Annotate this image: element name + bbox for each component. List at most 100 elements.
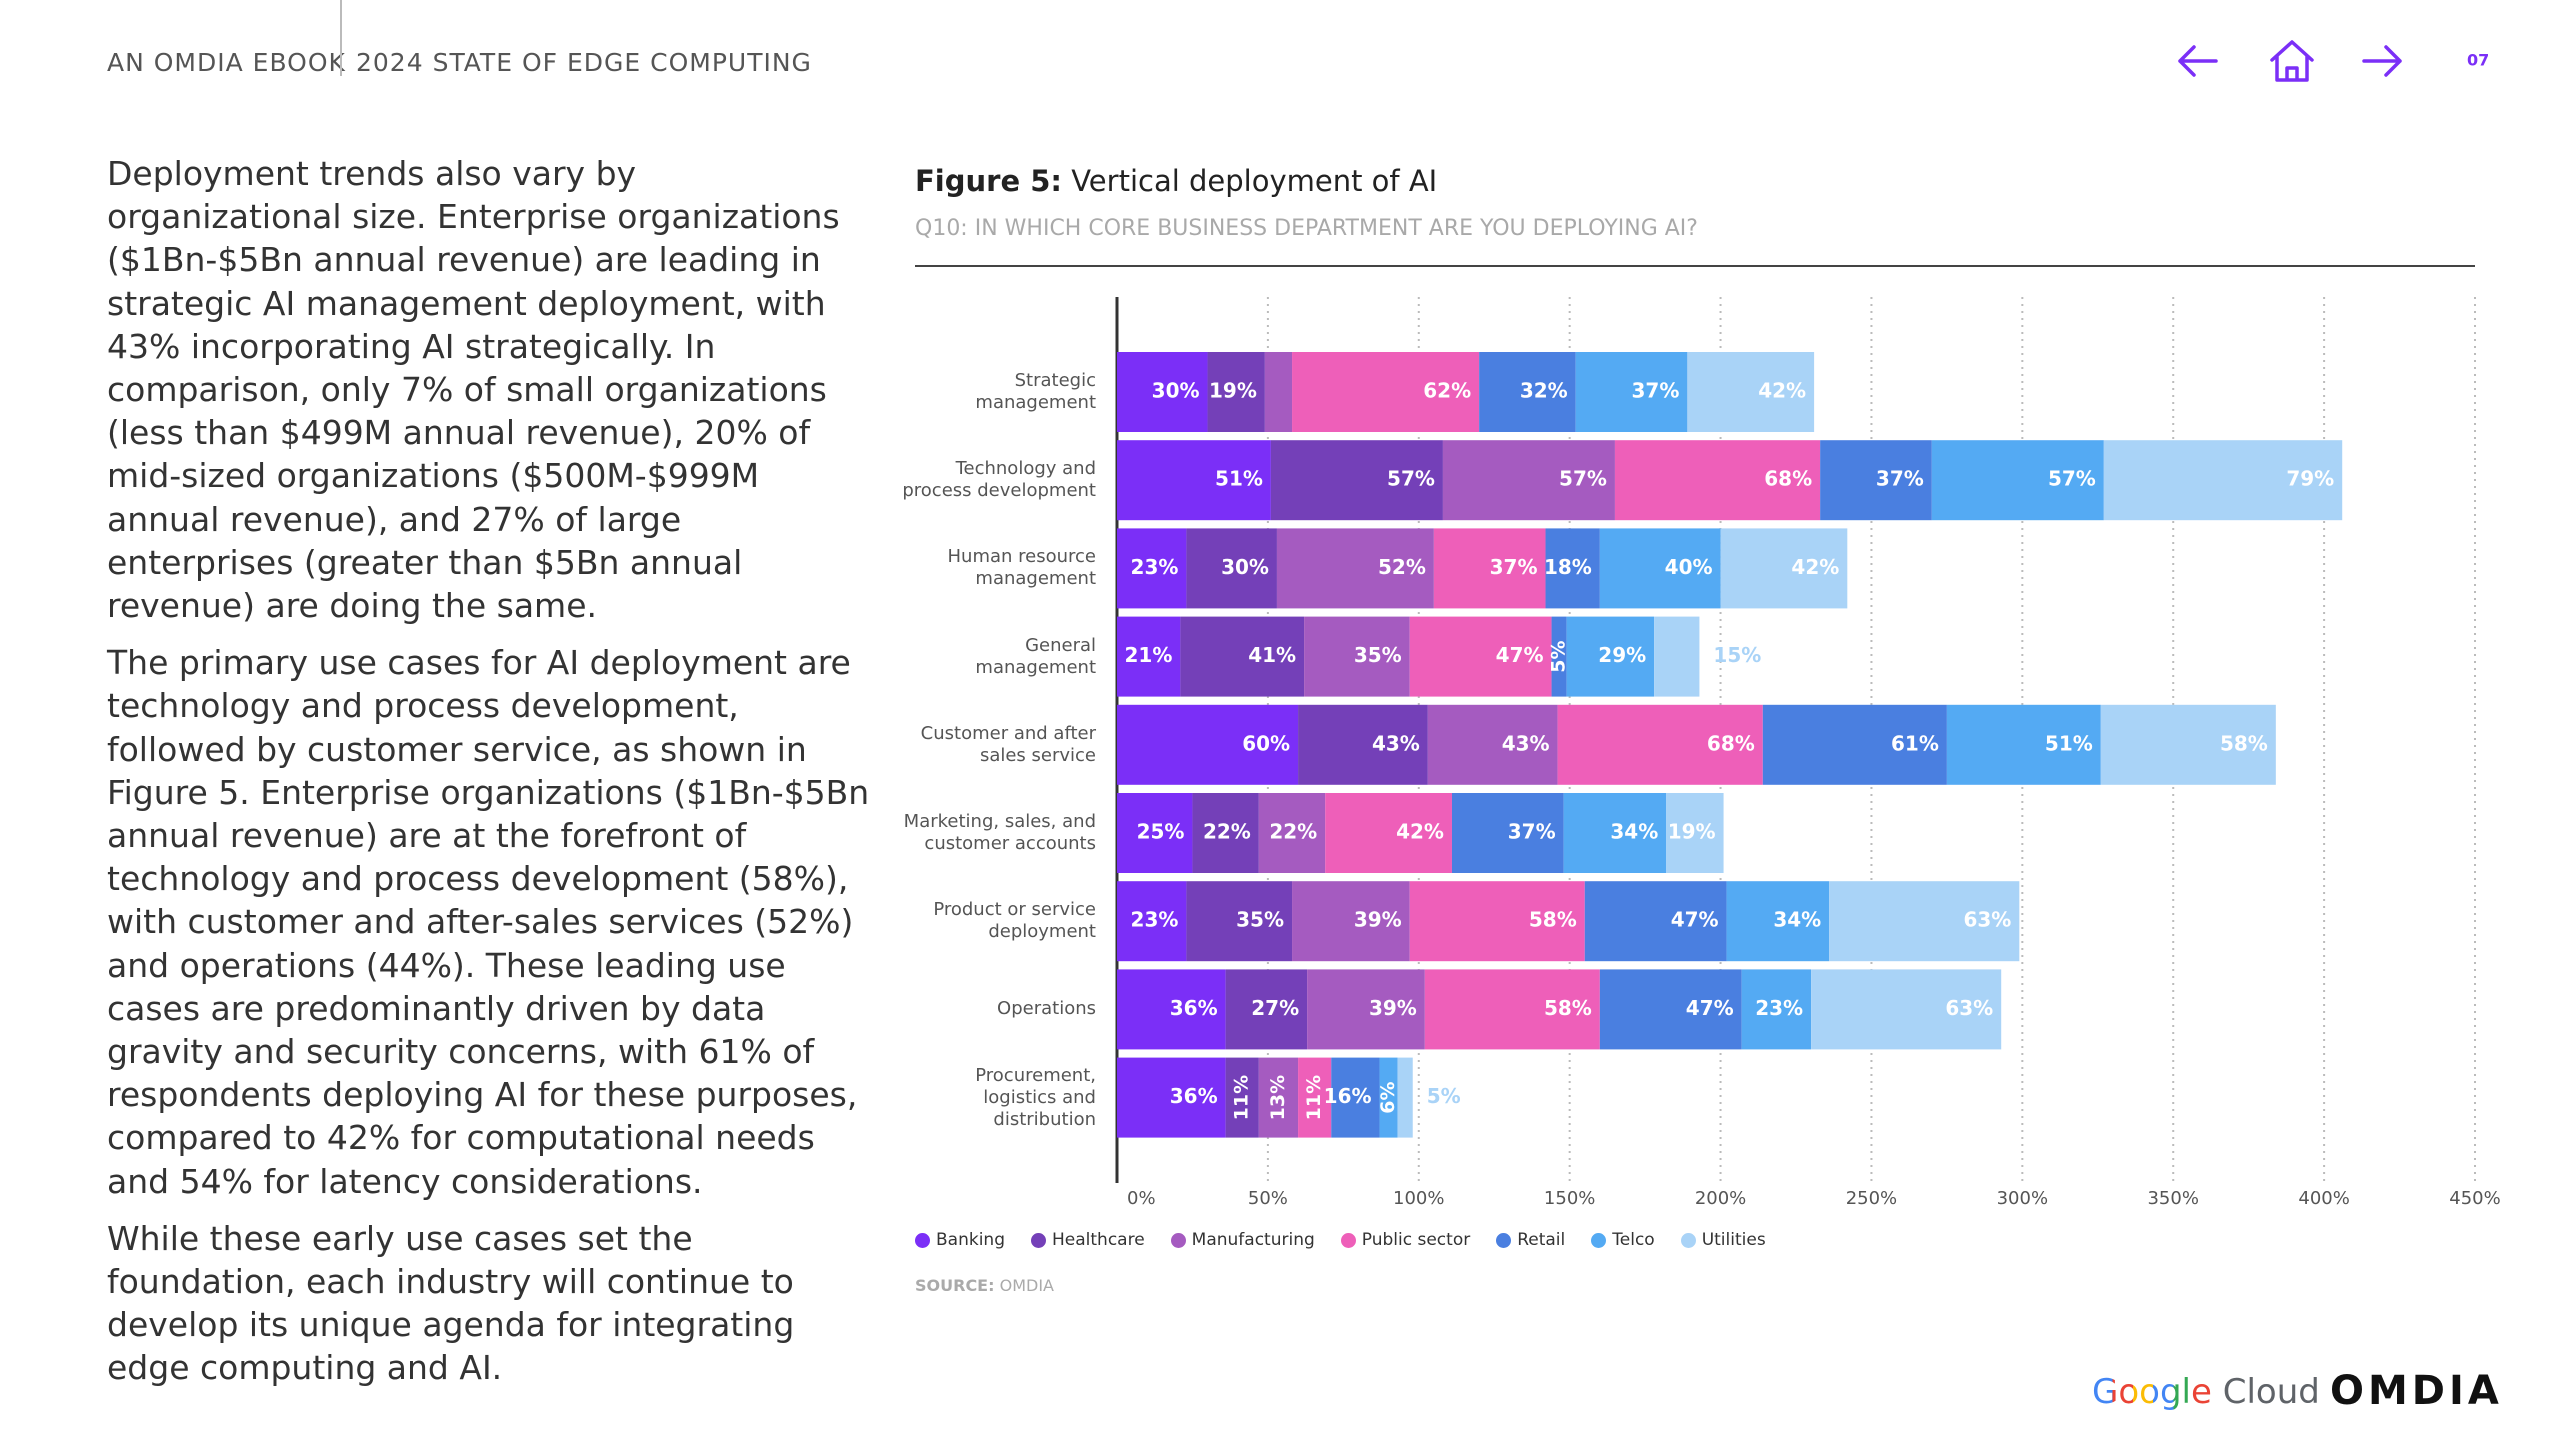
value-label: 42% bbox=[1396, 820, 1444, 844]
bar-segment bbox=[1442, 440, 1615, 521]
back-arrow[interactable] bbox=[2178, 45, 2218, 77]
bar-segment bbox=[1599, 969, 1742, 1050]
value-label: 51% bbox=[2045, 731, 2093, 755]
value-label: 37% bbox=[1508, 820, 1556, 844]
bar-segment bbox=[1298, 1057, 1332, 1138]
bar-segment bbox=[1829, 881, 2020, 962]
bar-segment bbox=[1666, 793, 1724, 873]
legend-item: Utilities bbox=[1680, 1230, 1766, 1250]
value-label: 42% bbox=[1758, 379, 1806, 403]
value-label: 11% bbox=[1303, 1075, 1325, 1120]
value-label: 63% bbox=[1963, 908, 2011, 932]
x-tick-label: 150% bbox=[1544, 1188, 1595, 1209]
bar-segment bbox=[1207, 352, 1265, 432]
separator bbox=[340, 0, 342, 76]
x-tick-label: 200% bbox=[1695, 1188, 1746, 1209]
bar-segment bbox=[1741, 969, 1812, 1050]
legend-label: Telco bbox=[1612, 1230, 1655, 1250]
bar-segment bbox=[1409, 881, 1585, 962]
paragraph: The primary use cases for AI deployment … bbox=[107, 643, 870, 1201]
bar-segment bbox=[1186, 528, 1277, 609]
bar-segment bbox=[1258, 793, 1326, 873]
category-label: General management bbox=[975, 634, 1096, 678]
bar-segment bbox=[1117, 440, 1271, 521]
value-label: 11% bbox=[1231, 1075, 1253, 1120]
bar-segment bbox=[1276, 528, 1434, 609]
value-label: 57% bbox=[1387, 467, 1435, 491]
bar-segment bbox=[1117, 881, 1187, 962]
bar-segment bbox=[1270, 440, 1443, 521]
value-label: 58% bbox=[1544, 996, 1592, 1020]
value-label: 15% bbox=[1713, 643, 1761, 667]
value-label: 23% bbox=[1755, 996, 1803, 1020]
legend-item: Manufacturing bbox=[1170, 1230, 1315, 1250]
value-label: 52% bbox=[1378, 555, 1426, 579]
value-label: 27% bbox=[1251, 996, 1299, 1020]
value-label: 23% bbox=[1131, 555, 1179, 579]
value-label: 16% bbox=[1324, 1084, 1372, 1108]
google-cloud-logo: Google Cloud bbox=[2092, 1372, 2320, 1412]
value-label: 21% bbox=[1124, 643, 1172, 667]
page-number: 07 bbox=[2467, 51, 2489, 70]
value-label: 37% bbox=[1490, 555, 1538, 579]
bar-segment bbox=[1451, 793, 1564, 873]
value-label: 34% bbox=[1610, 820, 1658, 844]
legend-label: Manufacturing bbox=[1191, 1230, 1315, 1250]
legend-swatch bbox=[1591, 1232, 1607, 1248]
bar-segment bbox=[1225, 969, 1308, 1050]
bar-segment bbox=[1331, 1057, 1380, 1138]
value-label: 79% bbox=[2286, 467, 2334, 491]
bar-segment bbox=[2103, 440, 2343, 521]
bar-segment bbox=[1117, 528, 1187, 609]
bar-segment bbox=[1117, 352, 1208, 432]
value-label: 41% bbox=[1248, 643, 1296, 667]
value-label: 57% bbox=[2048, 467, 2096, 491]
source-label: SOURCE: bbox=[915, 1276, 995, 1295]
bar-segment bbox=[1427, 704, 1558, 785]
legend-label: Public sector bbox=[1361, 1230, 1471, 1250]
value-label: 47% bbox=[1686, 996, 1734, 1020]
value-label: 30% bbox=[1152, 379, 1200, 403]
figure-label: Figure 5: bbox=[915, 164, 1062, 198]
bar-segment bbox=[1654, 616, 1700, 697]
value-label: 47% bbox=[1496, 643, 1544, 667]
bar-segment bbox=[1433, 528, 1546, 609]
bar-segment bbox=[1304, 616, 1410, 697]
forward-arrow[interactable] bbox=[2362, 45, 2402, 77]
legend-swatch bbox=[1340, 1232, 1356, 1248]
value-label: 47% bbox=[1671, 908, 1719, 932]
bar-segment bbox=[1946, 704, 2101, 785]
value-label: 35% bbox=[1354, 643, 1402, 667]
bar-segment bbox=[1599, 528, 1721, 609]
value-label: 63% bbox=[1945, 996, 1993, 1020]
legend: Banking Healthcare Manufacturing Public sec… bbox=[915, 1230, 1766, 1250]
bar-segment bbox=[1117, 704, 1299, 785]
bar-segment bbox=[1479, 352, 1576, 432]
legend-label: Retail bbox=[1517, 1230, 1566, 1250]
body-text: Deployment trends also vary by organizat… bbox=[107, 152, 877, 1404]
bar-segment bbox=[1545, 528, 1600, 609]
value-label: 19% bbox=[1209, 379, 1257, 403]
value-label: 42% bbox=[1791, 555, 1839, 579]
omdia-logo: OMDIA bbox=[2330, 1368, 2503, 1414]
value-label: 58% bbox=[2220, 731, 2268, 755]
legend-swatch bbox=[1496, 1232, 1512, 1248]
value-label: 19% bbox=[1668, 820, 1716, 844]
legend-item: Banking bbox=[915, 1230, 1005, 1250]
chart: 0% 50% 100% 150% 200% 250% 300% 350% 400% 450% 30%… bbox=[1115, 297, 2501, 1209]
bar-segment bbox=[1307, 969, 1425, 1050]
category-label: Product or service deployment bbox=[933, 899, 1096, 943]
value-label: 61% bbox=[1891, 731, 1939, 755]
ebook-title: 2024 STATE OF EDGE COMPUTING bbox=[356, 48, 812, 77]
bar-segment bbox=[1264, 352, 1293, 432]
value-label: 43% bbox=[1372, 731, 1420, 755]
bar-segment bbox=[1117, 1057, 1226, 1138]
title-rule bbox=[915, 265, 2475, 267]
x-tick-label: 250% bbox=[1846, 1188, 1897, 1209]
value-label: 5% bbox=[1548, 640, 1570, 672]
home-icon[interactable] bbox=[2270, 40, 2314, 82]
nav-icons: 07 bbox=[2178, 40, 2489, 82]
value-label: 29% bbox=[1598, 643, 1646, 667]
source-name: OMDIA bbox=[999, 1276, 1054, 1295]
